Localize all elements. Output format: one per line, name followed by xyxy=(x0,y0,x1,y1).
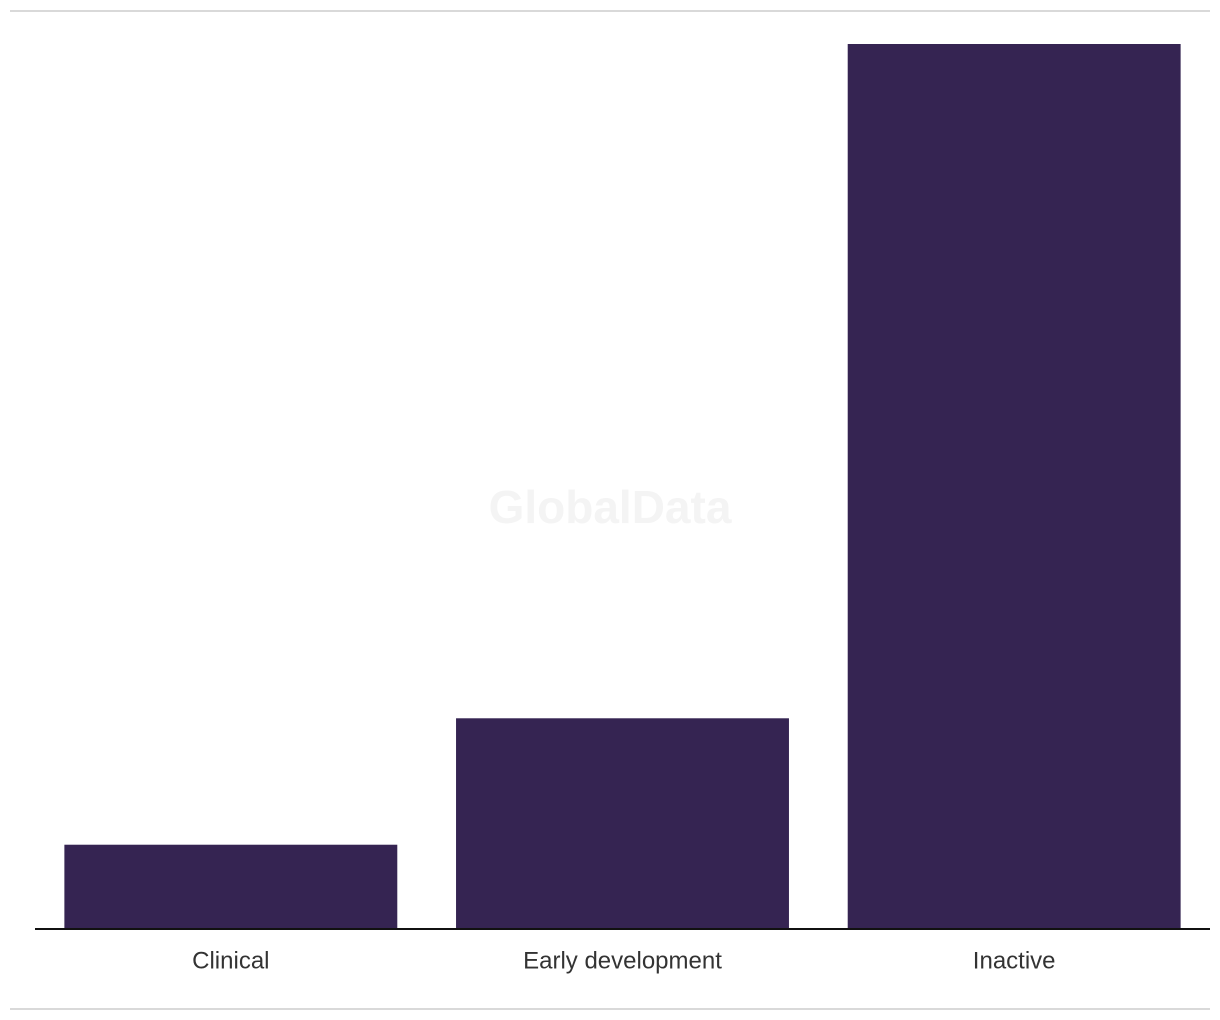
watermark: GlobalData xyxy=(489,481,732,533)
bar xyxy=(847,44,1181,929)
x-tick-label: Inactive xyxy=(973,947,1056,974)
x-tick-label: Clinical xyxy=(192,947,269,974)
x-tick-label: Early development xyxy=(523,947,722,974)
bar xyxy=(456,718,789,929)
bar xyxy=(64,844,398,929)
